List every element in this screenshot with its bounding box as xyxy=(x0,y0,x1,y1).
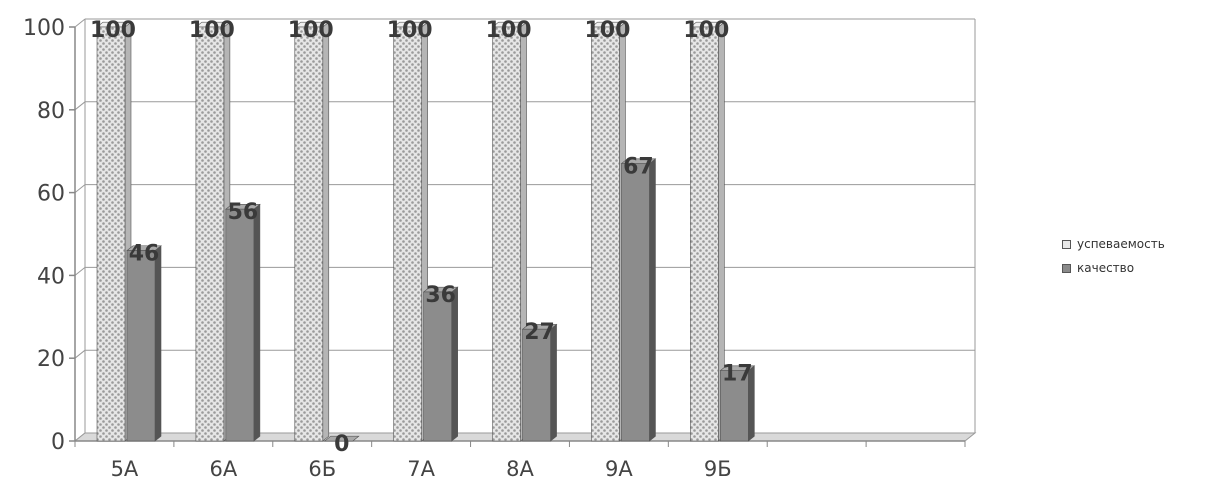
bar-quality xyxy=(323,435,360,442)
x-tick-label: 8А xyxy=(506,457,534,481)
bar-quality-side xyxy=(451,286,458,442)
bar-quality-front xyxy=(423,291,452,442)
bar-success-front xyxy=(294,26,324,442)
bar-success xyxy=(96,21,132,442)
gridline-diagonal xyxy=(74,184,86,193)
y-tick-label: 60 xyxy=(37,182,65,207)
gridline-diagonal xyxy=(74,349,86,359)
bar-quality-top xyxy=(323,435,360,442)
bar-success xyxy=(293,21,330,442)
legend-label-success: успеваемость xyxy=(1077,237,1165,251)
y-tick-label: 20 xyxy=(37,347,65,372)
bar-quality-front xyxy=(522,328,551,442)
bar-quality xyxy=(521,323,558,442)
legend: успеваемость качество xyxy=(1062,232,1226,280)
data-label-quality: 46 xyxy=(129,242,160,267)
y-tick-label: 80 xyxy=(37,99,65,124)
data-label-quality: 17 xyxy=(722,362,753,387)
data-label-success: 100 xyxy=(387,18,433,43)
legend-item-success: успеваемость xyxy=(1062,232,1226,256)
bar-success xyxy=(689,21,726,442)
bar-quality-front xyxy=(225,208,255,442)
gridline-diagonal xyxy=(74,267,86,276)
data-label-quality: 67 xyxy=(623,155,654,180)
gridline-diagonal xyxy=(74,101,86,111)
bar-quality xyxy=(422,286,459,442)
bar-success-side xyxy=(322,21,330,442)
data-label-success: 100 xyxy=(90,18,136,43)
x-tick-label: 9А xyxy=(605,457,633,481)
legend-swatch-quality xyxy=(1062,263,1071,273)
x-tick-label: 5А xyxy=(111,457,139,481)
y-tick-label: 100 xyxy=(23,16,65,41)
bar-success-front xyxy=(591,26,620,442)
legend-swatch-success xyxy=(1062,239,1071,249)
data-label-success: 100 xyxy=(486,18,532,43)
x-tick-label: 6Б xyxy=(308,457,336,481)
data-label-success: 100 xyxy=(683,18,729,43)
bar-success-front xyxy=(690,26,719,442)
data-label-success: 100 xyxy=(288,18,334,43)
bar-success xyxy=(590,21,627,442)
bar-success-front xyxy=(96,26,126,442)
bar-success xyxy=(491,21,528,442)
y-tick-label: 0 xyxy=(51,430,65,455)
y-tick-label: 40 xyxy=(37,264,65,289)
bar-quality xyxy=(225,203,261,442)
x-tick-label: 6А xyxy=(209,457,237,481)
bar-quality xyxy=(719,365,756,442)
bar-quality xyxy=(620,158,657,442)
data-label-success: 100 xyxy=(189,18,235,43)
bar-success-front xyxy=(393,26,422,442)
bar-quality-side xyxy=(253,203,261,442)
legend-item-quality: качество xyxy=(1062,256,1226,280)
bar-quality-front xyxy=(621,163,650,442)
bar-success-front xyxy=(492,26,521,442)
data-label-quality: 56 xyxy=(228,200,259,225)
x-tick-label: 7А xyxy=(407,457,435,481)
bar-quality xyxy=(126,245,162,442)
data-label-success: 100 xyxy=(584,18,630,43)
bar-quality-side xyxy=(154,245,162,442)
bar-quality-front xyxy=(720,370,749,442)
bar-quality-side xyxy=(649,158,656,442)
data-label-quality: 36 xyxy=(425,283,456,308)
bar-success xyxy=(392,21,429,442)
data-label-quality: 27 xyxy=(524,320,555,345)
data-label-quality: 0 xyxy=(334,432,349,457)
bar-quality-front xyxy=(126,250,156,442)
gridline-diagonal xyxy=(74,18,86,28)
legend-label-quality: качество xyxy=(1077,261,1135,275)
bar-success xyxy=(195,21,231,442)
bar-success-front xyxy=(195,26,225,442)
x-tick-label: 9Б xyxy=(704,457,732,481)
